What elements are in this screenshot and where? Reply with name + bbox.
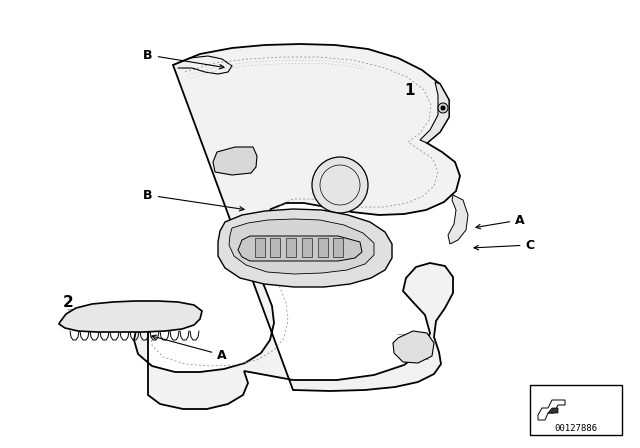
Bar	[270, 238, 280, 257]
Circle shape	[438, 103, 448, 113]
Bar	[530, 385, 622, 435]
Text: A: A	[476, 214, 525, 229]
Polygon shape	[420, 82, 449, 143]
Text: A: A	[152, 335, 227, 362]
Polygon shape	[393, 331, 434, 363]
Polygon shape	[538, 400, 565, 420]
Polygon shape	[229, 219, 374, 274]
Polygon shape	[134, 44, 460, 409]
Polygon shape	[59, 301, 202, 332]
Polygon shape	[218, 209, 392, 287]
Bar	[255, 238, 265, 257]
Bar	[302, 238, 312, 257]
Bar	[286, 238, 296, 257]
Text: C: C	[474, 238, 534, 251]
Polygon shape	[238, 236, 362, 261]
Polygon shape	[213, 147, 257, 175]
Text: B: B	[143, 189, 244, 211]
Circle shape	[440, 105, 445, 111]
Text: 00127886: 00127886	[554, 423, 598, 432]
Polygon shape	[548, 408, 558, 413]
Text: 1: 1	[404, 82, 415, 98]
Bar	[333, 238, 343, 257]
Text: 2: 2	[63, 294, 74, 310]
Circle shape	[312, 157, 368, 213]
Polygon shape	[448, 195, 468, 244]
Text: B: B	[143, 48, 224, 69]
Bar	[318, 238, 328, 257]
